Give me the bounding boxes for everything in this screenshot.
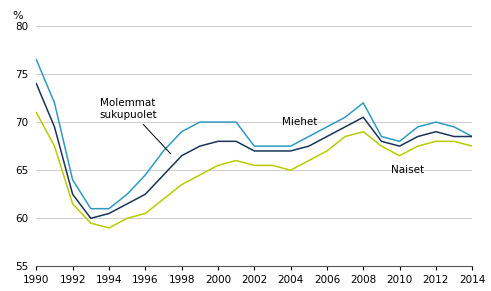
Text: Naiset: Naiset <box>390 165 424 175</box>
Text: Miehet: Miehet <box>281 117 317 127</box>
Text: Molemmat
sukupuolet: Molemmat sukupuolet <box>100 98 171 154</box>
Text: %: % <box>12 11 23 21</box>
